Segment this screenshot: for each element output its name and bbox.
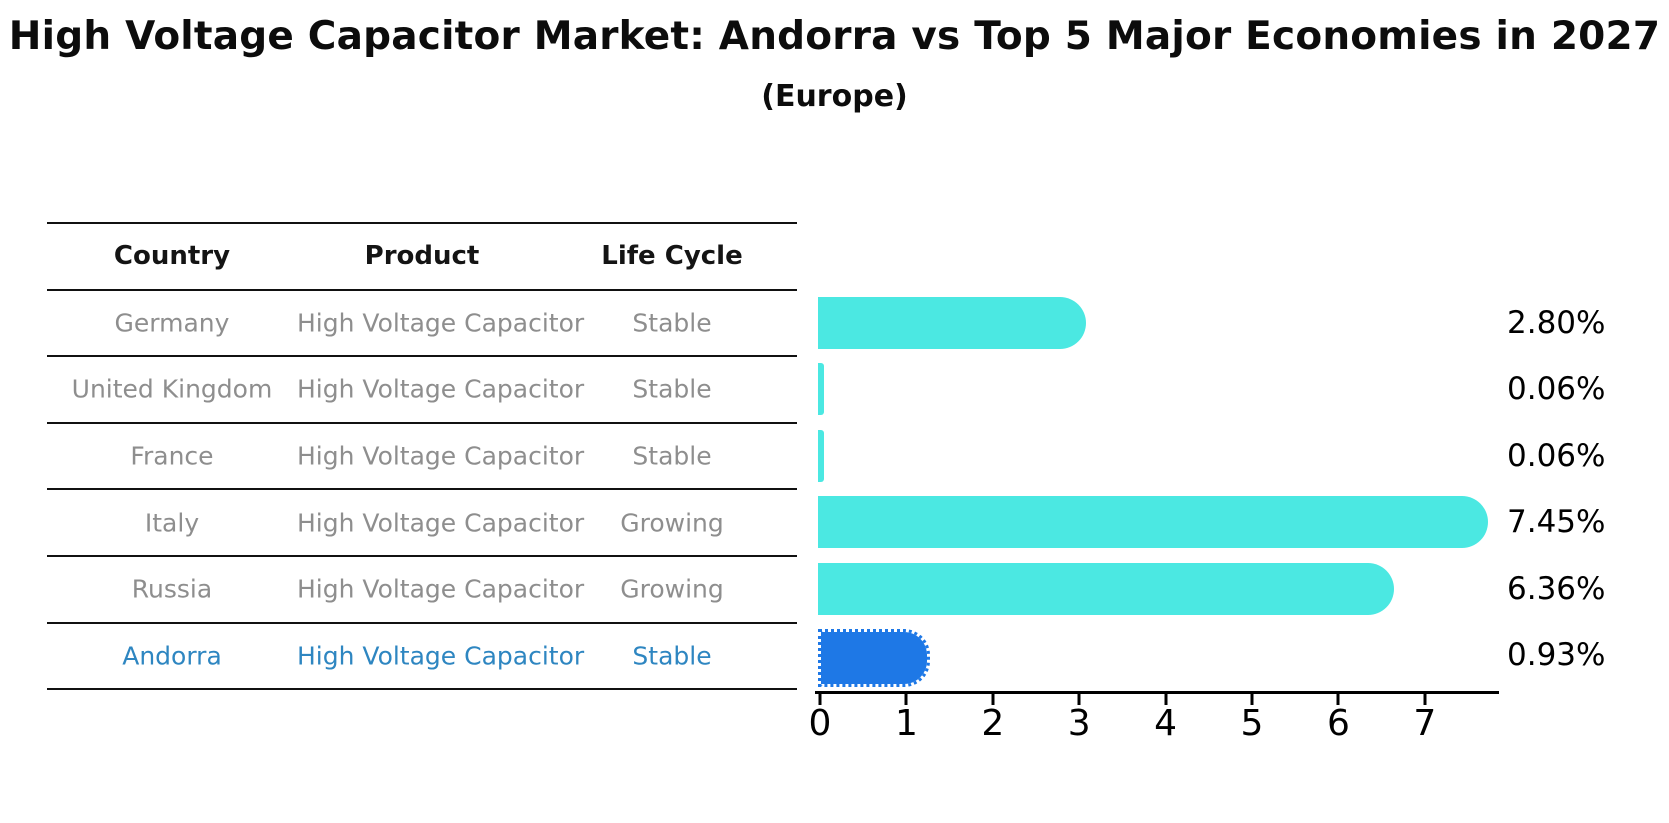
product-cell: High Voltage Capacitor bbox=[297, 308, 585, 338]
life-cycle-cell: Stable bbox=[632, 641, 712, 671]
bar-united-kingdom bbox=[818, 363, 824, 415]
x-axis-tick bbox=[818, 694, 822, 705]
x-axis-tick bbox=[991, 694, 995, 705]
x-axis-tick-label: 2 bbox=[981, 703, 1005, 744]
value-label-germany: 2.80% bbox=[1507, 304, 1606, 341]
bar-russia bbox=[818, 562, 1394, 615]
country-cell: France bbox=[130, 441, 214, 471]
bar-france bbox=[818, 429, 824, 482]
x-axis-tick-label: 4 bbox=[1154, 703, 1178, 744]
product-cell: High Voltage Capacitor bbox=[297, 574, 585, 604]
life-cycle-cell: Growing bbox=[620, 574, 724, 604]
table-row-russia: Russia High Voltage Capacitor Growing bbox=[47, 557, 797, 624]
product-cell: High Voltage Capacitor bbox=[297, 441, 585, 471]
table-row-united-kingdom: United Kingdom High Voltage Capacitor Stab… bbox=[47, 357, 797, 424]
product-cell: High Voltage Capacitor bbox=[297, 641, 585, 671]
x-axis-tick-label: 0 bbox=[808, 703, 832, 744]
life-cycle-cell: Stable bbox=[632, 441, 712, 471]
table-row-andorra: Andorra High Voltage Capacitor Stable bbox=[47, 624, 797, 691]
value-label-andorra: 0.93% bbox=[1507, 637, 1606, 673]
table-row-italy: Italy High Voltage Capacitor Growing bbox=[47, 490, 797, 557]
country-cell: Andorra bbox=[122, 641, 222, 671]
info-table: Country Product Life Cycle Germany High Volt… bbox=[47, 222, 797, 691]
x-axis-tick-label: 1 bbox=[894, 703, 918, 744]
x-axis-tick bbox=[1077, 694, 1081, 705]
table-row-germany: Germany High Voltage Capacitor Stable bbox=[47, 291, 797, 358]
x-axis-tick-label: 3 bbox=[1067, 703, 1091, 744]
product-cell: High Voltage Capacitor bbox=[297, 374, 585, 404]
x-axis-tick-label: 6 bbox=[1326, 703, 1350, 744]
country-cell: United Kingdom bbox=[71, 374, 273, 404]
value-label-russia: 6.36% bbox=[1507, 570, 1606, 607]
x-axis-line bbox=[815, 691, 1499, 694]
column-header-product: Product bbox=[364, 241, 480, 272]
chart-title: High Voltage Capacitor Market: Andorra v… bbox=[8, 14, 1661, 59]
value-label-italy: 7.45% bbox=[1507, 504, 1606, 540]
table-row-france: France High Voltage Capacitor Stable bbox=[47, 424, 797, 491]
life-cycle-cell: Stable bbox=[632, 374, 712, 404]
x-axis-tick bbox=[1336, 694, 1340, 705]
country-cell: Germany bbox=[114, 308, 230, 338]
bar-italy bbox=[818, 496, 1488, 548]
chart-subtitle: (Europe) bbox=[761, 79, 908, 114]
x-axis-tick-label: 7 bbox=[1413, 703, 1437, 744]
column-header-country: Country bbox=[113, 241, 231, 272]
bar-andorra bbox=[818, 629, 931, 687]
life-cycle-cell: Growing bbox=[620, 508, 724, 538]
value-label-united-kingdom: 0.06% bbox=[1507, 371, 1606, 407]
country-cell: Russia bbox=[131, 574, 213, 604]
x-axis-tick bbox=[1423, 694, 1427, 705]
life-cycle-cell: Stable bbox=[632, 308, 712, 338]
x-axis-tick bbox=[904, 694, 908, 705]
x-axis-tick-label: 5 bbox=[1240, 703, 1264, 744]
country-cell: Italy bbox=[144, 508, 200, 538]
product-cell: High Voltage Capacitor bbox=[297, 508, 585, 538]
table-header-row: Country Product Life Cycle bbox=[47, 224, 797, 291]
bar-germany bbox=[818, 296, 1086, 349]
x-axis-tick bbox=[1250, 694, 1254, 705]
x-axis-tick bbox=[1164, 694, 1168, 705]
column-header-lifecycle: Life Cycle bbox=[601, 241, 743, 272]
value-label-france: 0.06% bbox=[1507, 437, 1606, 474]
